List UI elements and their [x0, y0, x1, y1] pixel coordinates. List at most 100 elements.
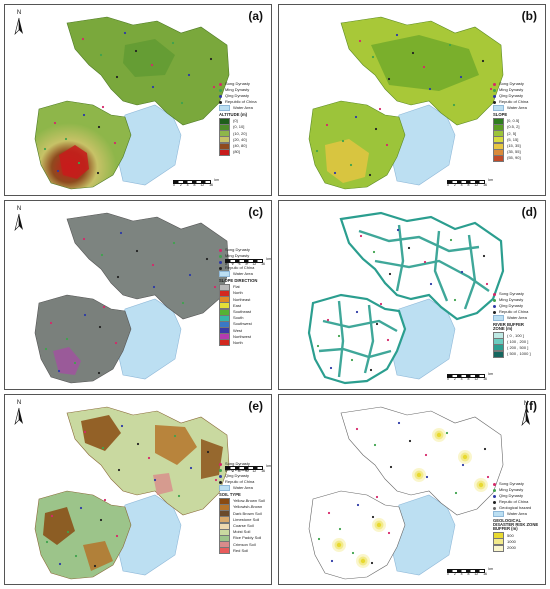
- site-point: [485, 282, 489, 286]
- site-point: [481, 59, 485, 63]
- north-label: N: [16, 10, 22, 16]
- site-point: [209, 57, 213, 61]
- site-point: [424, 453, 428, 457]
- panel-label: (d): [521, 205, 537, 219]
- site-points: [43, 31, 216, 175]
- site-point: [73, 361, 77, 365]
- site-point: [379, 302, 383, 306]
- site-point: [333, 171, 337, 175]
- site-point: [187, 73, 191, 77]
- region-south: [308, 490, 406, 580]
- site-point: [482, 254, 486, 258]
- site-point: [53, 121, 57, 125]
- site-point: [172, 241, 176, 245]
- slope-direction-map: [34, 212, 230, 384]
- site-points: [317, 421, 490, 565]
- legend-title: SLOPE: [493, 112, 508, 117]
- site-point: [98, 325, 102, 329]
- site-point: [375, 322, 379, 326]
- site-point: [411, 51, 415, 55]
- panel-d: (d) Song Dynasty Ming Dynasty Qing Dynas…: [278, 200, 546, 390]
- site-point: [150, 63, 154, 67]
- site-point: [151, 263, 155, 267]
- soil-type-map: [34, 406, 230, 580]
- site-point: [355, 427, 359, 431]
- site-point: [425, 475, 429, 479]
- site-point: [77, 161, 81, 165]
- scale-bar: km 0 2 4 8 12 16: [447, 372, 493, 381]
- site-point: [408, 439, 412, 443]
- site-point: [372, 250, 376, 254]
- site-point: [212, 85, 216, 89]
- site-point: [354, 115, 358, 119]
- legend-title: GEOLOGICAL DISASTER RISK ZONE BUFFER (m): [493, 518, 539, 532]
- site-point: [316, 344, 320, 348]
- site-point: [356, 503, 360, 507]
- site-point: [368, 173, 372, 177]
- slope-map: [308, 16, 504, 190]
- site-point: [205, 257, 209, 261]
- site-point: [355, 310, 359, 314]
- site-point: [350, 358, 354, 362]
- legend-label: Qing Dynasty: [225, 93, 250, 98]
- site-point: [371, 55, 375, 59]
- site-point: [99, 518, 103, 522]
- panel-b: (b) Song Dynasty Ming Dynasty Qing Dynas…: [278, 4, 546, 196]
- site-point: [153, 478, 157, 482]
- region-south: [307, 293, 407, 385]
- site-point: [49, 321, 53, 325]
- site-point: [385, 143, 389, 147]
- panel-label: (b): [521, 9, 537, 23]
- legend: Song Dynasty Ming Dynasty Qing Dynasty R…: [219, 247, 258, 347]
- site-point: [375, 495, 379, 499]
- site-point: [171, 41, 175, 45]
- legend-class: (80]: [219, 148, 257, 156]
- site-point: [326, 318, 330, 322]
- legend: Song Dynasty Ming Dynasty Qing Dynasty R…: [493, 81, 529, 162]
- site-point: [486, 475, 490, 479]
- scale-bar: km 0 2 4 8 12 16: [173, 178, 219, 187]
- site-point: [386, 338, 390, 342]
- site-point: [483, 447, 487, 451]
- legend-label: Republic of China: [225, 99, 257, 104]
- site-point: [337, 334, 341, 338]
- site-point: [429, 282, 433, 286]
- legend-item: Song Dynasty: [219, 81, 257, 87]
- scale-bar: km 0 2 4 8 12 16: [225, 257, 271, 266]
- site-point: [114, 341, 118, 345]
- site-points: [316, 228, 489, 372]
- river-buffer-map: [307, 211, 505, 385]
- site-point: [445, 431, 449, 435]
- site-point: [317, 537, 321, 541]
- site-point: [83, 313, 87, 317]
- site-point: [56, 169, 60, 173]
- site-point: [99, 53, 103, 57]
- legend-title: SLOPE DIRECTION: [219, 278, 258, 283]
- river-network: [318, 224, 490, 378]
- site-point: [327, 511, 331, 515]
- site-point: [188, 273, 192, 277]
- site-point: [123, 31, 127, 35]
- site-point: [407, 246, 411, 250]
- altitude-map: [34, 16, 230, 190]
- site-point: [395, 33, 399, 37]
- site-point: [349, 163, 353, 167]
- site-point: [315, 149, 319, 153]
- site-point: [44, 347, 48, 351]
- site-point: [371, 515, 375, 519]
- site-point: [329, 366, 333, 370]
- site-point: [50, 514, 54, 518]
- site-point: [378, 107, 382, 111]
- site-point: [387, 77, 391, 81]
- site-point: [82, 113, 86, 117]
- site-point: [489, 87, 493, 91]
- site-point: [116, 275, 120, 279]
- site-point: [213, 285, 217, 289]
- legend: Song Dynasty Ming Dynasty Qing Dynasty R…: [219, 461, 265, 555]
- site-point: [82, 237, 86, 241]
- site-point: [100, 253, 104, 257]
- site-point: [115, 534, 119, 538]
- site-point: [449, 238, 453, 242]
- site-point: [79, 506, 83, 510]
- site-point: [134, 49, 138, 53]
